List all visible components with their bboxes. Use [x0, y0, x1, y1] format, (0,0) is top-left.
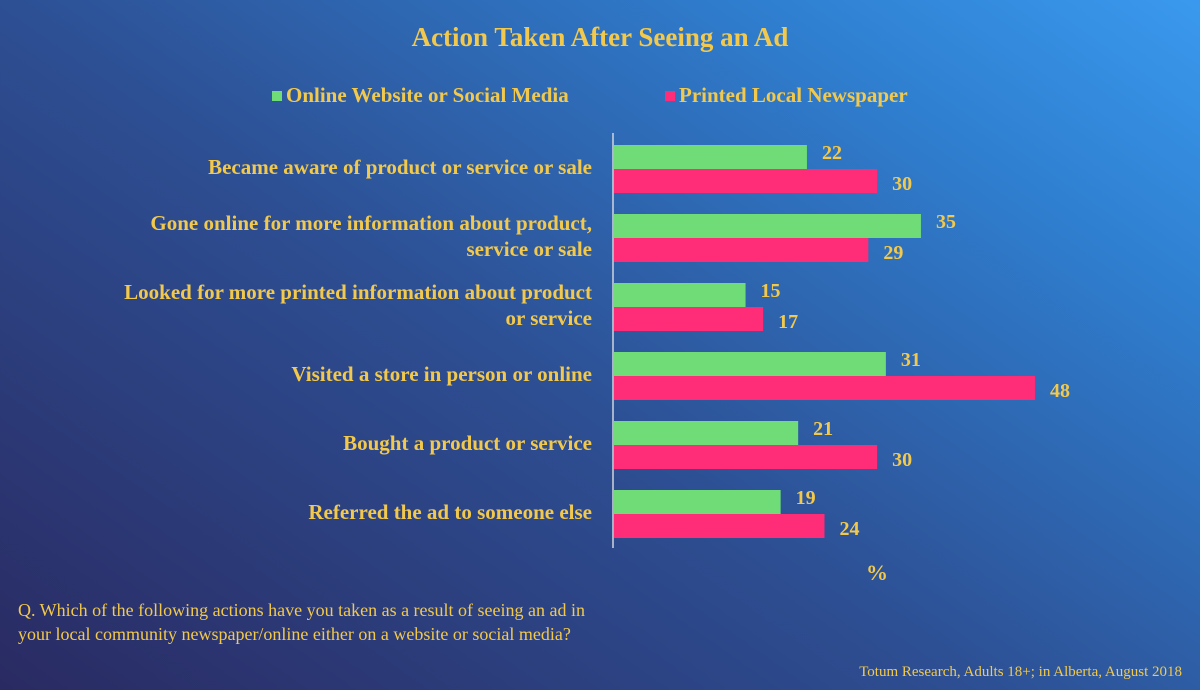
survey-question-line-2: your local community newspaper/online ei…: [18, 624, 571, 644]
category-label-line: Referred the ad to someone else: [308, 500, 592, 524]
category-label-line: or service: [505, 306, 592, 330]
category-label-line: Bought a product or service: [343, 431, 592, 455]
category-label-line: Became aware of product or service or sa…: [208, 155, 592, 179]
source-note: Totum Research, Adults 18+; in Alberta, …: [859, 664, 1182, 680]
bar-online: [614, 283, 746, 307]
data-label-online: 21: [813, 418, 833, 440]
category-label: Visited a store in person or online: [32, 361, 592, 387]
data-label-newspaper: 48: [1050, 380, 1070, 402]
category-label: Gone online for more information about p…: [32, 210, 592, 262]
bar-newspaper: [614, 238, 869, 262]
data-label-newspaper: 24: [839, 518, 859, 540]
legend: Online Website or Social Media Printed L…: [0, 83, 1200, 113]
x-axis-unit-label: %: [866, 560, 888, 585]
legend-swatch-online: [272, 90, 282, 101]
bar-newspaper: [614, 376, 1035, 400]
data-label-online: 15: [761, 280, 781, 302]
legend-swatch-newspaper: [665, 90, 675, 101]
bar-newspaper: [614, 445, 878, 469]
bar-online: [614, 145, 807, 169]
data-label-newspaper: 30: [892, 173, 912, 195]
survey-question-line-1: Q. Which of the following actions have y…: [18, 600, 586, 620]
chart-title: Action Taken After Seeing an Ad: [411, 22, 789, 52]
legend-label-online: Online Website or Social Media: [286, 83, 569, 107]
legend-item-online: Online Website or Social Media: [272, 83, 569, 108]
data-label-newspaper: 17: [778, 311, 798, 333]
category-label-line: Visited a store in person or online: [291, 362, 592, 386]
data-label-newspaper: 30: [892, 449, 912, 471]
data-label-online: 19: [796, 487, 816, 509]
legend-label-newspaper: Printed Local Newspaper: [679, 83, 908, 107]
bar-online: [614, 421, 799, 445]
bar-online: [614, 214, 921, 238]
data-label-online: 31: [901, 349, 921, 371]
category-label-line: Gone online for more information about p…: [150, 211, 592, 235]
category-label: Became aware of product or service or sa…: [32, 154, 592, 180]
category-label: Bought a product or service: [32, 430, 592, 456]
survey-question: Q. Which of the following actions have y…: [18, 598, 738, 646]
bar-online: [614, 352, 886, 376]
bar-online: [614, 490, 781, 514]
data-label-newspaper: 29: [883, 242, 903, 264]
bar-newspaper: [614, 514, 825, 538]
legend-item-newspaper: Printed Local Newspaper: [665, 83, 908, 108]
data-label-online: 35: [936, 211, 956, 233]
data-label-online: 22: [822, 142, 842, 164]
category-label: Referred the ad to someone else: [32, 499, 592, 525]
bar-newspaper: [614, 169, 878, 193]
category-label-line: Looked for more printed information abou…: [124, 280, 592, 304]
category-label-line: service or sale: [466, 237, 592, 261]
bar-newspaper: [614, 307, 764, 331]
category-label: Looked for more printed information abou…: [32, 279, 592, 331]
